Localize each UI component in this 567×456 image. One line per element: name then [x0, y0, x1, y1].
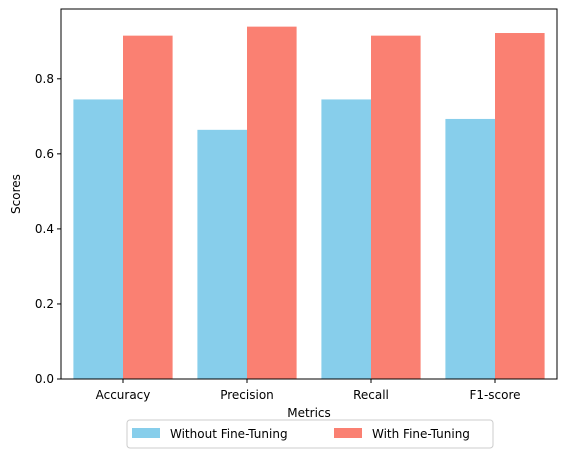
- legend-swatch-without-fine-tuning: [132, 428, 160, 438]
- bar-f1-score-without-fine-tuning: [445, 118, 495, 380]
- bar-precision-with-fine-tuning: [247, 26, 297, 380]
- plot-frame: [60, 8, 558, 380]
- bar-accuracy-with-fine-tuning: [123, 35, 173, 379]
- x-tick-label-accuracy: Accuracy: [96, 388, 151, 402]
- y-tick-label: 0.2: [35, 297, 54, 311]
- legend: Without Fine-Tuning With Fine-Tuning: [126, 419, 494, 449]
- x-axis-label: Metrics: [287, 406, 331, 420]
- y-tick-label: 0.8: [35, 72, 54, 86]
- y-axis-ticks: 0.0 0.2 0.4 0.6 0.8: [35, 72, 61, 386]
- y-tick-label: 0.0: [35, 372, 54, 386]
- bar-recall-with-fine-tuning: [371, 35, 421, 379]
- legend-swatch-with-fine-tuning: [334, 428, 362, 438]
- x-axis-ticks: Accuracy Precision Recall F1-score: [96, 379, 521, 402]
- y-axis-label: Scores: [9, 174, 23, 214]
- x-tick-label-recall: Recall: [353, 388, 389, 402]
- x-tick-label-f1-score: F1-score: [469, 388, 520, 402]
- bar-recall-without-fine-tuning: [321, 99, 371, 380]
- legend-box: [126, 419, 494, 449]
- legend-label-without-fine-tuning: Without Fine-Tuning: [170, 427, 288, 441]
- y-tick-label: 0.4: [35, 222, 54, 236]
- bars-group: [73, 26, 545, 380]
- bar-precision-without-fine-tuning: [197, 129, 247, 379]
- bar-accuracy-without-fine-tuning: [73, 99, 123, 380]
- legend-label-with-fine-tuning: With Fine-Tuning: [372, 427, 470, 441]
- axes-group: [60, 8, 558, 380]
- bar-f1-score-with-fine-tuning: [495, 33, 545, 379]
- x-tick-label-precision: Precision: [220, 388, 274, 402]
- y-tick-label: 0.6: [35, 147, 54, 161]
